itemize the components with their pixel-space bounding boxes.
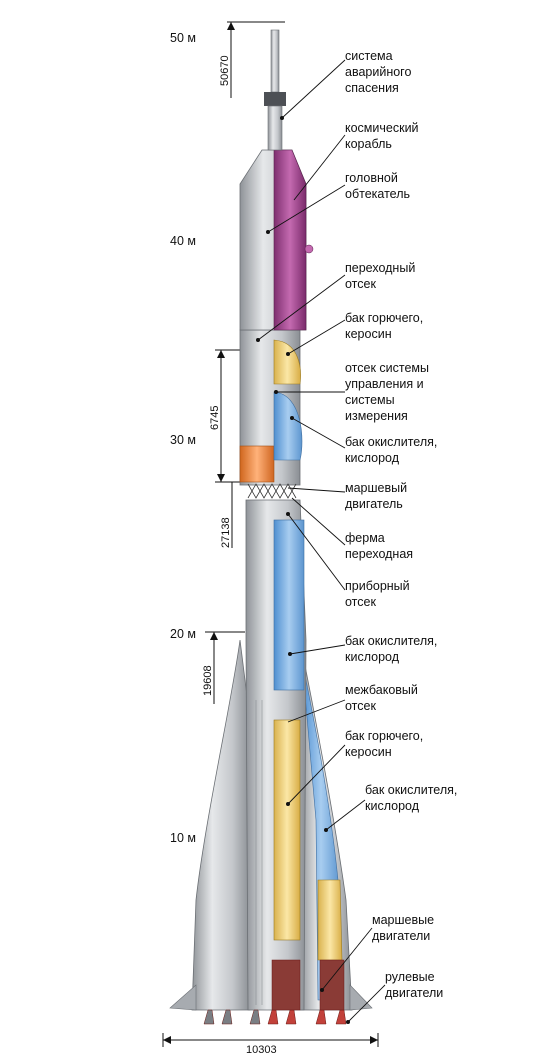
label-control-compartment: отсек системы управления и системы измер… (345, 361, 433, 423)
escape-tower (264, 29, 286, 151)
label-main-engines: маршевые двигатели (372, 913, 438, 943)
label-oxidizer-tank-booster: бак окислителя, кислород (365, 783, 461, 813)
altitude-mark-50: 50 м (170, 31, 196, 45)
altitude-mark-30: 30 м (170, 433, 196, 447)
label-escape-system: система аварийного спасения (345, 49, 415, 95)
leader-dots (256, 116, 350, 1024)
altitude-scale: 50 м 40 м 30 м 20 м 10 м (170, 31, 196, 845)
label-interstage-truss: ферма переходная (345, 531, 413, 561)
core-stage (245, 499, 307, 1011)
label-fairing: головной обтекатель (345, 171, 410, 201)
leader-lines (257, 59, 386, 1023)
label-oxidizer-tank-upper: бак окислителя, кислород (345, 435, 441, 465)
dim-19608: 19608 (202, 665, 214, 696)
altitude-mark-10: 10 м (170, 831, 196, 845)
dimension-values: 50670 6745 27138 19608 10303 (202, 55, 277, 1056)
altitude-mark-20: 20 м (170, 627, 196, 641)
upper-stage (239, 329, 303, 499)
label-instrument-compartment: приборный отсек (345, 579, 413, 609)
label-vernier-engines: рулевые двигатели (385, 970, 443, 1000)
label-spacecraft: космический корабль (345, 121, 422, 151)
dimension-arrows (163, 22, 378, 1044)
dim-base-width: 10303 (246, 1044, 277, 1056)
label-sustainer-engine: маршевый двигатель (345, 481, 411, 511)
dimension-lines (162, 21, 379, 1047)
dim-total-height: 50670 (219, 55, 231, 86)
dim-6745: 6745 (209, 406, 221, 430)
strap-on-boosters (169, 639, 373, 1011)
callout-labels: система аварийного спасения космический … (345, 49, 461, 1000)
payload-fairing (239, 149, 314, 331)
label-intertank-section: межбаковый отсек (345, 683, 421, 713)
altitude-mark-40: 40 м (170, 234, 196, 248)
label-fuel-tank-core: бак горючего, керосин (345, 729, 427, 759)
dim-27138: 27138 (220, 517, 232, 548)
label-oxidizer-tank-core: бак окислителя, кислород (345, 634, 441, 664)
label-adapter-section: переходный отсек (345, 261, 419, 291)
label-fuel-tank-upper: бак горючего, керосин (345, 311, 427, 341)
interstage-truss (247, 483, 297, 499)
